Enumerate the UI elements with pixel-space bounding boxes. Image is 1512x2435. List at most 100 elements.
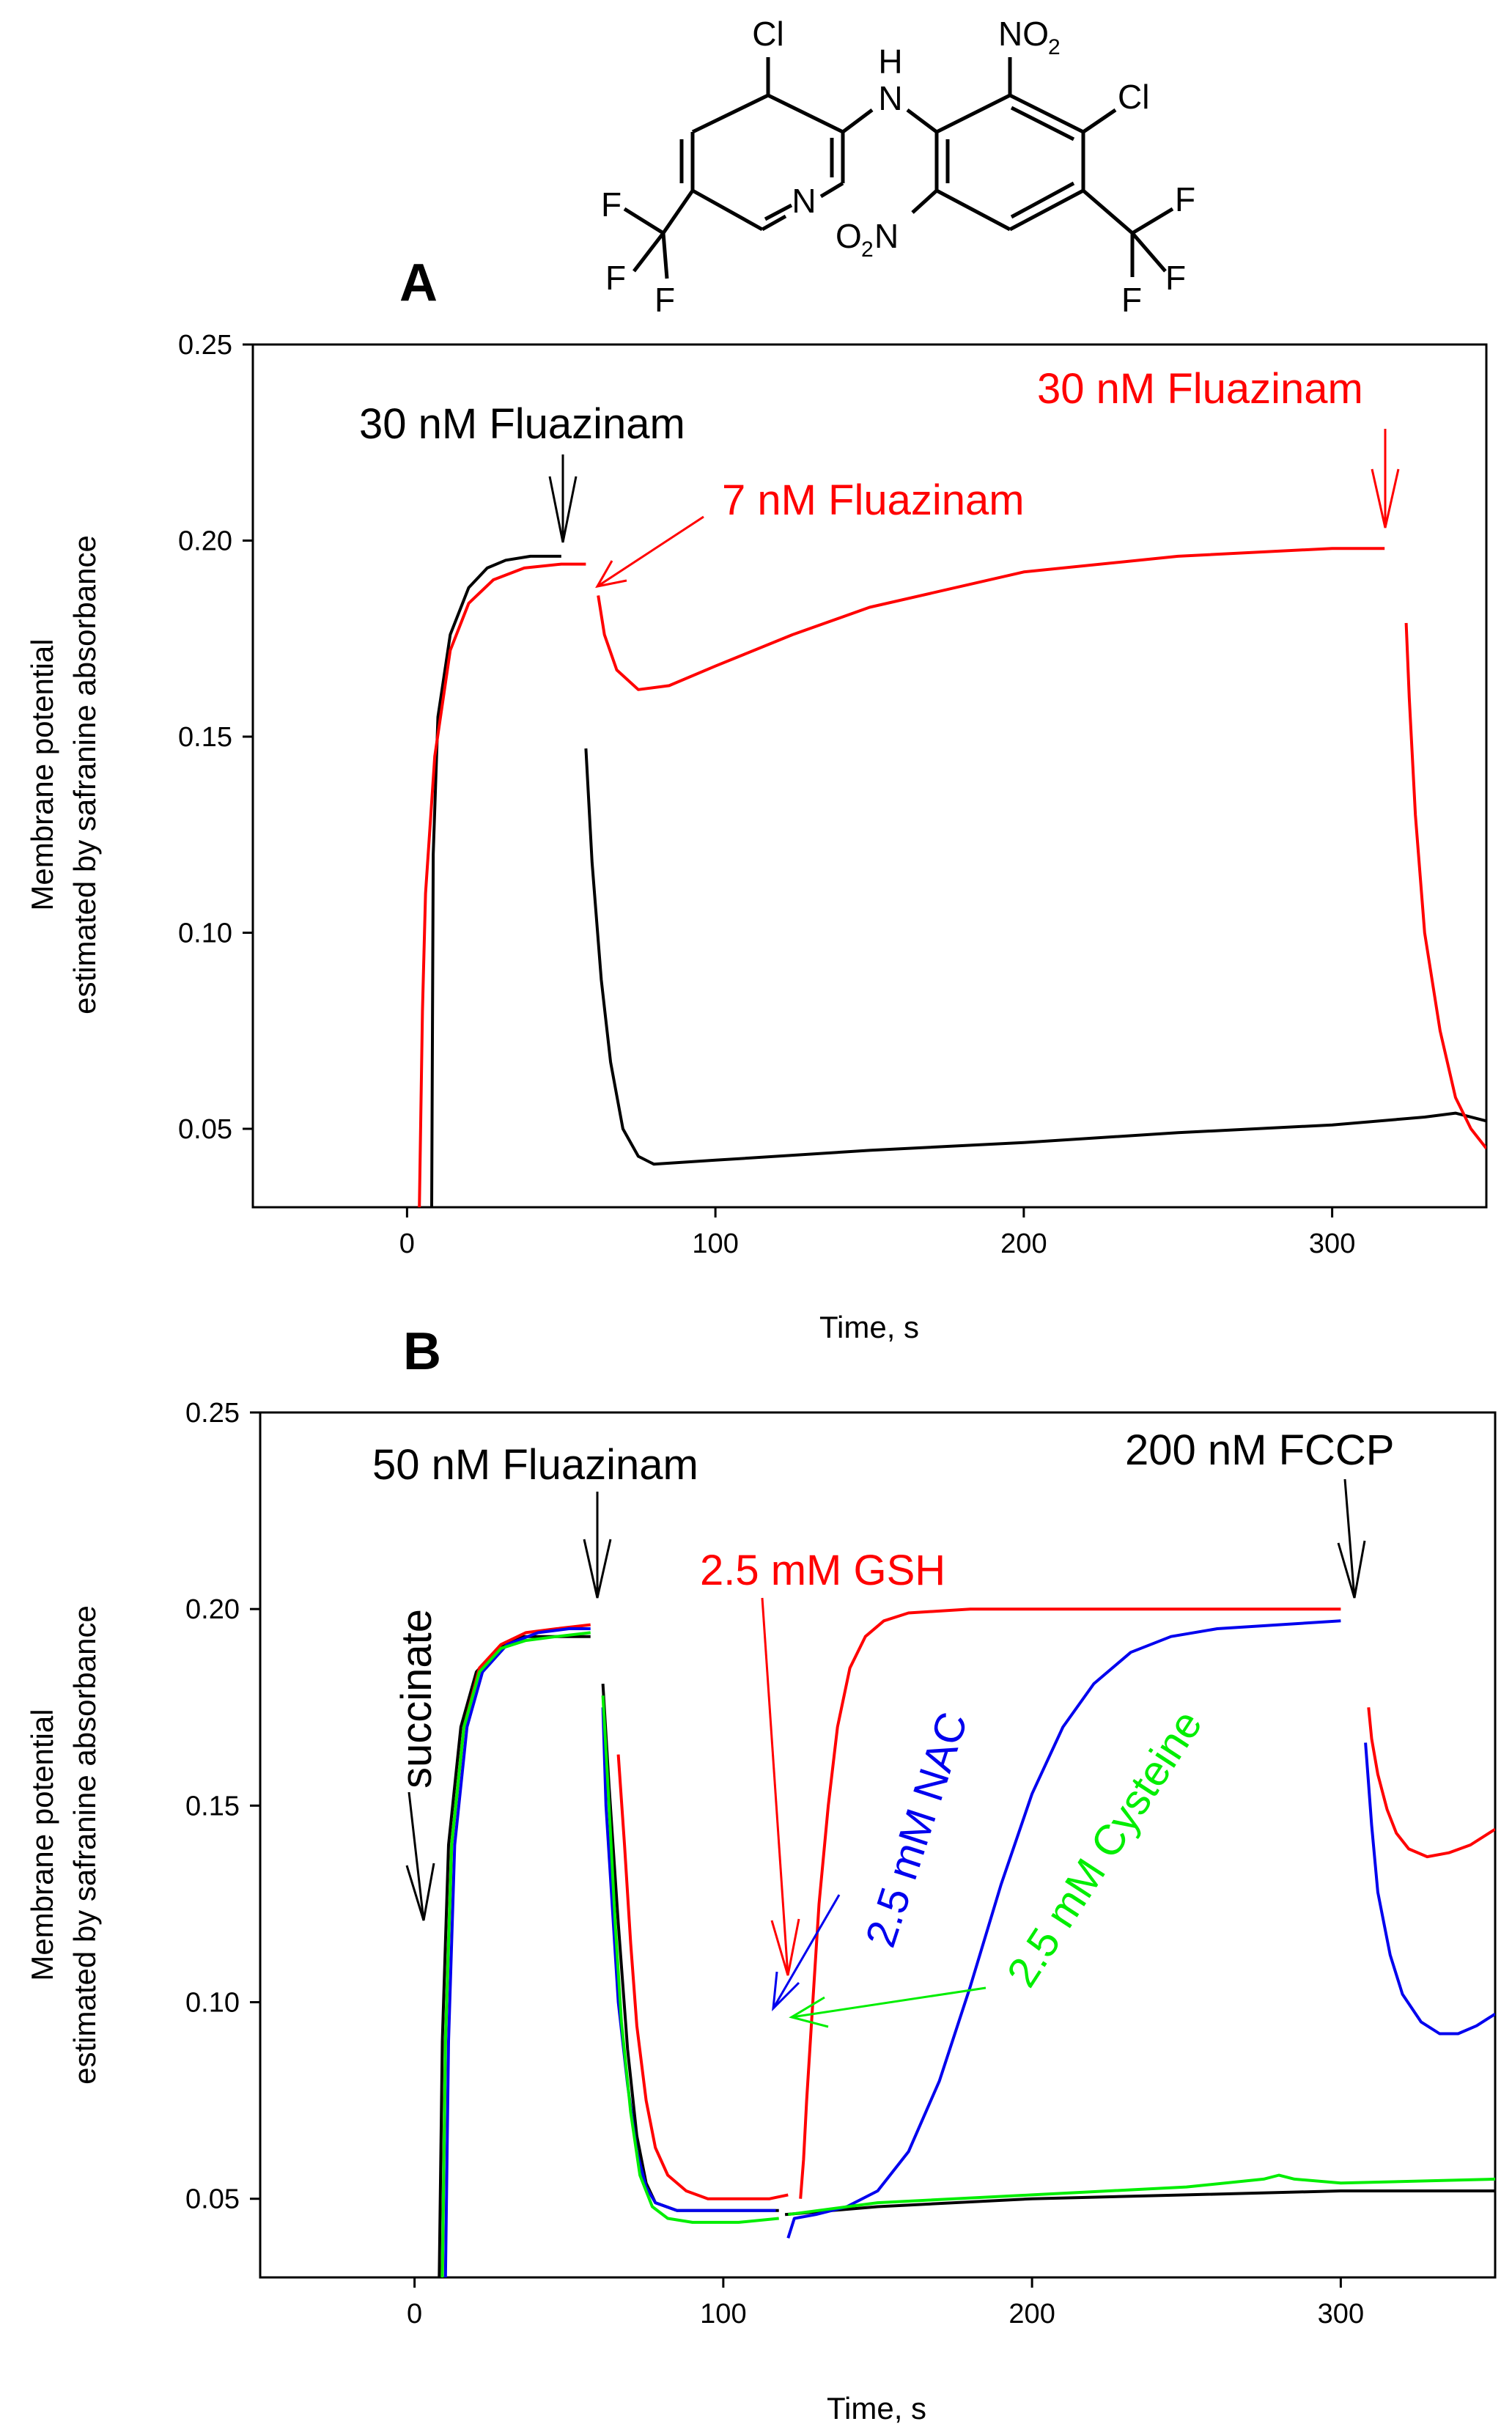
arrow [789, 1986, 987, 2028]
atom-f: F [1121, 281, 1142, 319]
y-tick-label: 0.20 [185, 1594, 240, 1625]
y-tick-label: 0.25 [178, 330, 232, 361]
panel-b-label: B [403, 1322, 441, 1381]
panel-a: A 0 100 200 300 0.05 0.10 0.15 0.20 0.25 Time, s… [25, 254, 1488, 1344]
y-tick-label: 0.15 [178, 722, 232, 753]
atom-f: F [1165, 259, 1186, 297]
bond [1008, 93, 1085, 134]
x-tick-label: 300 [1318, 2299, 1364, 2329]
bond [1082, 189, 1134, 235]
bond [623, 207, 665, 235]
bond [661, 232, 669, 279]
series-line [799, 1607, 1341, 2199]
y-axis-title-line1: Membrane potential [25, 1709, 59, 1981]
y-tick-label: 0.15 [185, 1791, 240, 1821]
x-tick-label: 0 [399, 1228, 415, 1259]
arrow [1337, 1478, 1366, 1599]
y-tick-label: 0.05 [185, 2184, 240, 2215]
bond [761, 214, 787, 232]
arrow [595, 515, 704, 589]
series-line [418, 562, 586, 1207]
bond [935, 188, 1011, 232]
bond [1008, 188, 1085, 232]
y-axis-title-line1: Membrane potential [25, 638, 59, 910]
atom-o2n-subscript: 2 [861, 237, 874, 262]
arrow [1371, 429, 1400, 528]
arrow [772, 1894, 841, 2012]
series-line [443, 1627, 591, 2277]
bond [764, 203, 793, 221]
x-tick-label: 200 [1008, 2299, 1055, 2329]
atom-no2: NO [998, 15, 1049, 53]
bond [906, 108, 938, 133]
series-line [430, 554, 561, 1207]
plot-frame [259, 1411, 1497, 2279]
atom-cl: Cl [1118, 78, 1149, 116]
annotation-50nm-fluazinam: 50 nM Fluazinam [372, 1441, 698, 1489]
fluazinam-atom-labels: Cl H N NO 2 Cl N O 2 N F F F F F F [601, 15, 1195, 319]
atom-no2-subscript: 2 [1048, 35, 1061, 59]
arrow [405, 1791, 435, 1921]
y-tick-label: 0.20 [178, 526, 232, 557]
arrow [761, 1597, 800, 1976]
bond [1131, 207, 1174, 235]
annotation-gsh: 2.5 mM GSH [700, 1547, 945, 1594]
x-axis-title: Time, s [827, 2391, 926, 2425]
series-line [584, 748, 1486, 1166]
series-line [1364, 1742, 1495, 2036]
y-tick-label: 0.25 [185, 1398, 240, 1429]
arrow [583, 1492, 612, 1599]
axes: 0 100 200 300 0.05 0.10 0.15 0.20 0.25 [178, 330, 1355, 1259]
series-line [784, 2189, 1495, 2217]
annotation-30nm-fluazinam-second: 30 nM Fluazinam [1037, 365, 1363, 413]
fluazinam-structure [623, 57, 1174, 279]
bond [1010, 106, 1075, 141]
series-line [597, 547, 1385, 691]
atom-o2n-o: O [836, 217, 862, 255]
bond [1131, 232, 1167, 273]
bond [691, 188, 764, 232]
atom-o2n-n: N [874, 217, 899, 255]
annotation-fccp: 200 nM FCCP [1125, 1426, 1394, 1474]
plot-frame [251, 343, 1488, 1209]
arrow [548, 454, 578, 543]
bond [1082, 108, 1117, 134]
annotation-7nm-fluazinam: 7 nM Fluazinam [722, 476, 1025, 524]
annotations: 50 nM Fluazinam 2.5 mM GSH 2.5 mM NAC 2.… [372, 1426, 1394, 2028]
series-line [616, 1754, 789, 2200]
bond [1010, 181, 1075, 219]
panel-b: B 0 100 200 300 0.05 0.10 0.15 0.20 0.25 Time, s… [25, 1322, 1497, 2425]
series-line [438, 1635, 591, 2277]
series-line [601, 1695, 779, 2224]
atom-cl: Cl [752, 15, 783, 53]
x-tick-label: 200 [1000, 1228, 1047, 1259]
y-axis-title-line2: estimated by safranine absorbance [67, 535, 102, 1014]
series-line [440, 1631, 591, 2277]
annotation-succinate: succinate [393, 1609, 440, 1789]
annotation-nac: 2.5 mM NAC [857, 1706, 977, 1953]
bond [911, 189, 938, 214]
y-tick-label: 0.10 [178, 918, 232, 949]
atom-h: H [878, 43, 902, 81]
bond [819, 181, 844, 199]
x-tick-label: 0 [407, 2299, 422, 2329]
x-tick-label: 300 [1309, 1228, 1355, 1259]
series-group [418, 547, 1486, 1207]
series-line [601, 1707, 776, 2212]
atom-f: F [605, 259, 626, 297]
series-line [1404, 622, 1486, 1150]
atom-ring-n: N [792, 182, 816, 220]
panel-a-label: A [399, 254, 438, 312]
x-axis-title: Time, s [819, 1310, 919, 1344]
annotation-30nm-fluazinam: 30 nM Fluazinam [359, 400, 685, 448]
series-line [788, 2173, 1495, 2217]
atom-f: F [1175, 180, 1195, 218]
atom-f: F [654, 281, 675, 319]
series-line [1367, 1707, 1495, 1859]
annotation-cysteine: 2.5 mM Cysteine [997, 1702, 1212, 1995]
bond [841, 108, 874, 133]
bond [633, 232, 665, 273]
x-tick-label: 100 [700, 2299, 746, 2329]
bond [935, 93, 1011, 134]
